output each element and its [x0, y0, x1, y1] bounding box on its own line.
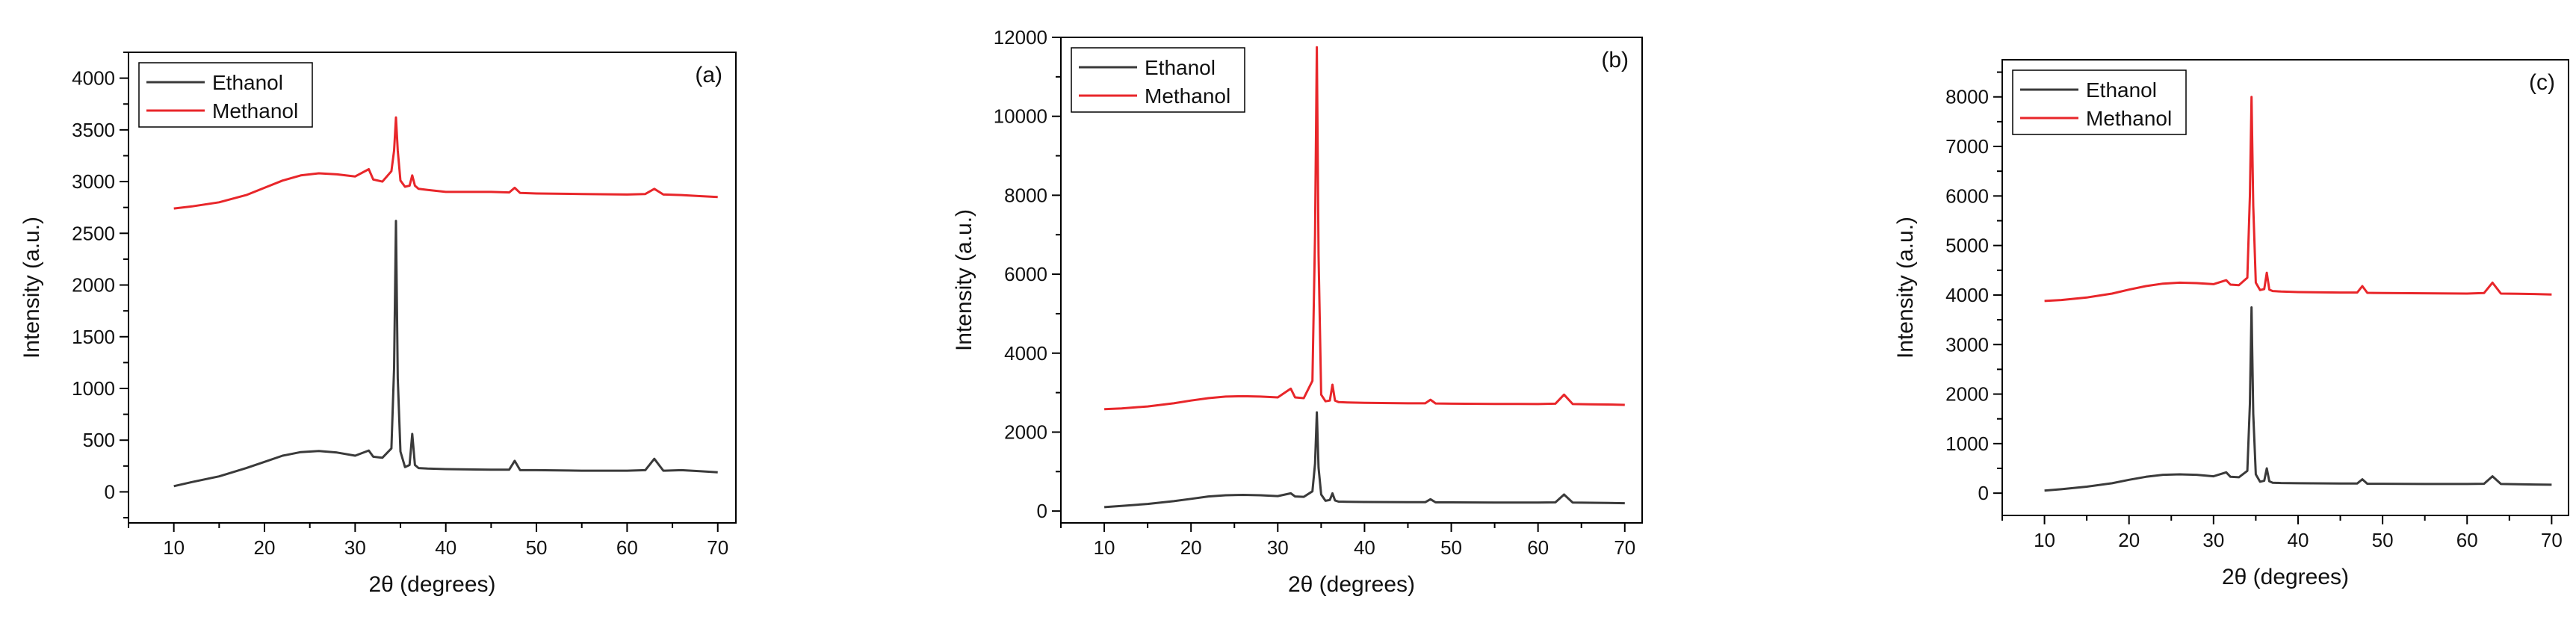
x-tick-label: 60	[1527, 536, 1549, 559]
y-tick-label: 3500	[72, 119, 115, 141]
y-tick-label: 8000	[1945, 86, 1989, 108]
chart-panel-1: 10 20 30 40 50 60 70 0 500 1000 1500 2000 2500 3000 35…	[19, 52, 737, 597]
x-axis-label: 2θ (degrees)	[2222, 565, 2349, 589]
panel-label: (c)	[2529, 70, 2555, 95]
series-line-ethanol	[1103, 411, 1625, 509]
x-tick-label: 40	[435, 536, 456, 559]
series-line-methanol	[1104, 46, 1625, 411]
legend-box	[1071, 47, 1245, 113]
y-tick-label: 1000	[1945, 433, 1989, 455]
chart-panel-3: 10 20 30 40 50 60 70 0 1000 2000 3000 4000 5000 6000 7…	[1893, 59, 2569, 589]
y-tick-label: 1000	[72, 377, 115, 400]
x-tick-label: 10	[2034, 529, 2055, 551]
plot-frame	[2001, 59, 2569, 516]
y-tick-label: 2000	[1004, 421, 1047, 443]
legend-box	[138, 62, 313, 128]
plot-frame	[1060, 37, 1643, 524]
y-tick-label: 10000	[994, 105, 1047, 128]
x-tick-label: 20	[1180, 536, 1202, 559]
x-tick-label: 60	[2456, 529, 2478, 551]
x-tick-label: 50	[1440, 536, 1462, 559]
legend-label: Ethanol	[212, 71, 283, 94]
series-line-ethanol	[2044, 306, 2552, 492]
x-tick-label: 40	[1354, 536, 1375, 559]
y-tick-label: 4000	[72, 67, 115, 90]
x-tick-label: 10	[1094, 536, 1115, 559]
x-tick-label: 30	[2202, 529, 2224, 551]
series-line-methanol	[2044, 96, 2552, 303]
x-tick-label: 30	[344, 536, 366, 559]
y-tick-label: 12000	[994, 26, 1047, 49]
legend-label: Ethanol	[1145, 56, 1216, 79]
y-tick-label: 4000	[1945, 284, 1989, 306]
y-axis-label: Intensity (a.u.)	[19, 217, 44, 359]
y-tick-label: 0	[105, 480, 115, 503]
legend-label: Methanol	[1145, 84, 1230, 108]
series-line-methanol	[173, 116, 718, 210]
x-tick-label: 70	[2541, 529, 2563, 551]
y-tick-label: 7000	[1945, 135, 1989, 158]
y-tick-label: 1500	[72, 326, 115, 348]
x-tick-label: 70	[707, 536, 728, 559]
y-tick-label: 3000	[72, 170, 115, 193]
y-tick-label: 500	[83, 429, 115, 451]
y-tick-label: 2000	[72, 274, 115, 297]
x-tick-label: 20	[2118, 529, 2140, 551]
legend-label: Ethanol	[2086, 78, 2157, 102]
y-axis-label: Intensity (a.u.)	[1893, 217, 1918, 359]
y-tick-label: 4000	[1004, 342, 1047, 365]
chart-panel-2: 10 20 30 40 50 60 70 0 2000 4000 6000 8000 10000 1200…	[952, 26, 1643, 597]
legend-box	[2012, 69, 2187, 135]
legend-label: Methanol	[2086, 107, 2172, 130]
y-axis-label: Intensity (a.u.)	[952, 209, 976, 351]
y-tick-label: 8000	[1004, 184, 1047, 206]
x-tick-label: 50	[2372, 529, 2394, 551]
x-tick-label: 50	[526, 536, 548, 559]
series-line-ethanol	[173, 220, 718, 488]
plot-frame	[128, 52, 737, 524]
x-tick-label: 30	[1267, 536, 1289, 559]
legend-label: Methanol	[212, 99, 298, 123]
y-tick-label: 2000	[1945, 383, 1989, 406]
y-tick-label: 0	[1978, 482, 1989, 504]
y-tick-label: 3000	[1945, 333, 1989, 356]
x-tick-label: 40	[2288, 529, 2309, 551]
x-tick-label: 10	[163, 536, 185, 559]
legend: Ethanol Methanol	[1071, 47, 1245, 113]
legend: Ethanol Methanol	[138, 62, 313, 128]
x-axis-label: 2θ (degrees)	[368, 572, 495, 597]
y-tick-label: 2500	[72, 222, 115, 244]
y-tick-label: 6000	[1945, 185, 1989, 207]
x-axis-label: 2θ (degrees)	[1288, 572, 1415, 597]
x-tick-label: 20	[254, 536, 276, 559]
panel-label: (b)	[1601, 48, 1629, 72]
x-tick-label: 60	[616, 536, 638, 559]
panel-label: (a)	[695, 63, 722, 87]
legend: Ethanol Methanol	[2012, 69, 2187, 135]
y-tick-label: 5000	[1945, 235, 1989, 257]
y-tick-label: 0	[1037, 500, 1047, 522]
x-tick-label: 70	[1614, 536, 1635, 559]
y-tick-label: 6000	[1004, 263, 1047, 285]
